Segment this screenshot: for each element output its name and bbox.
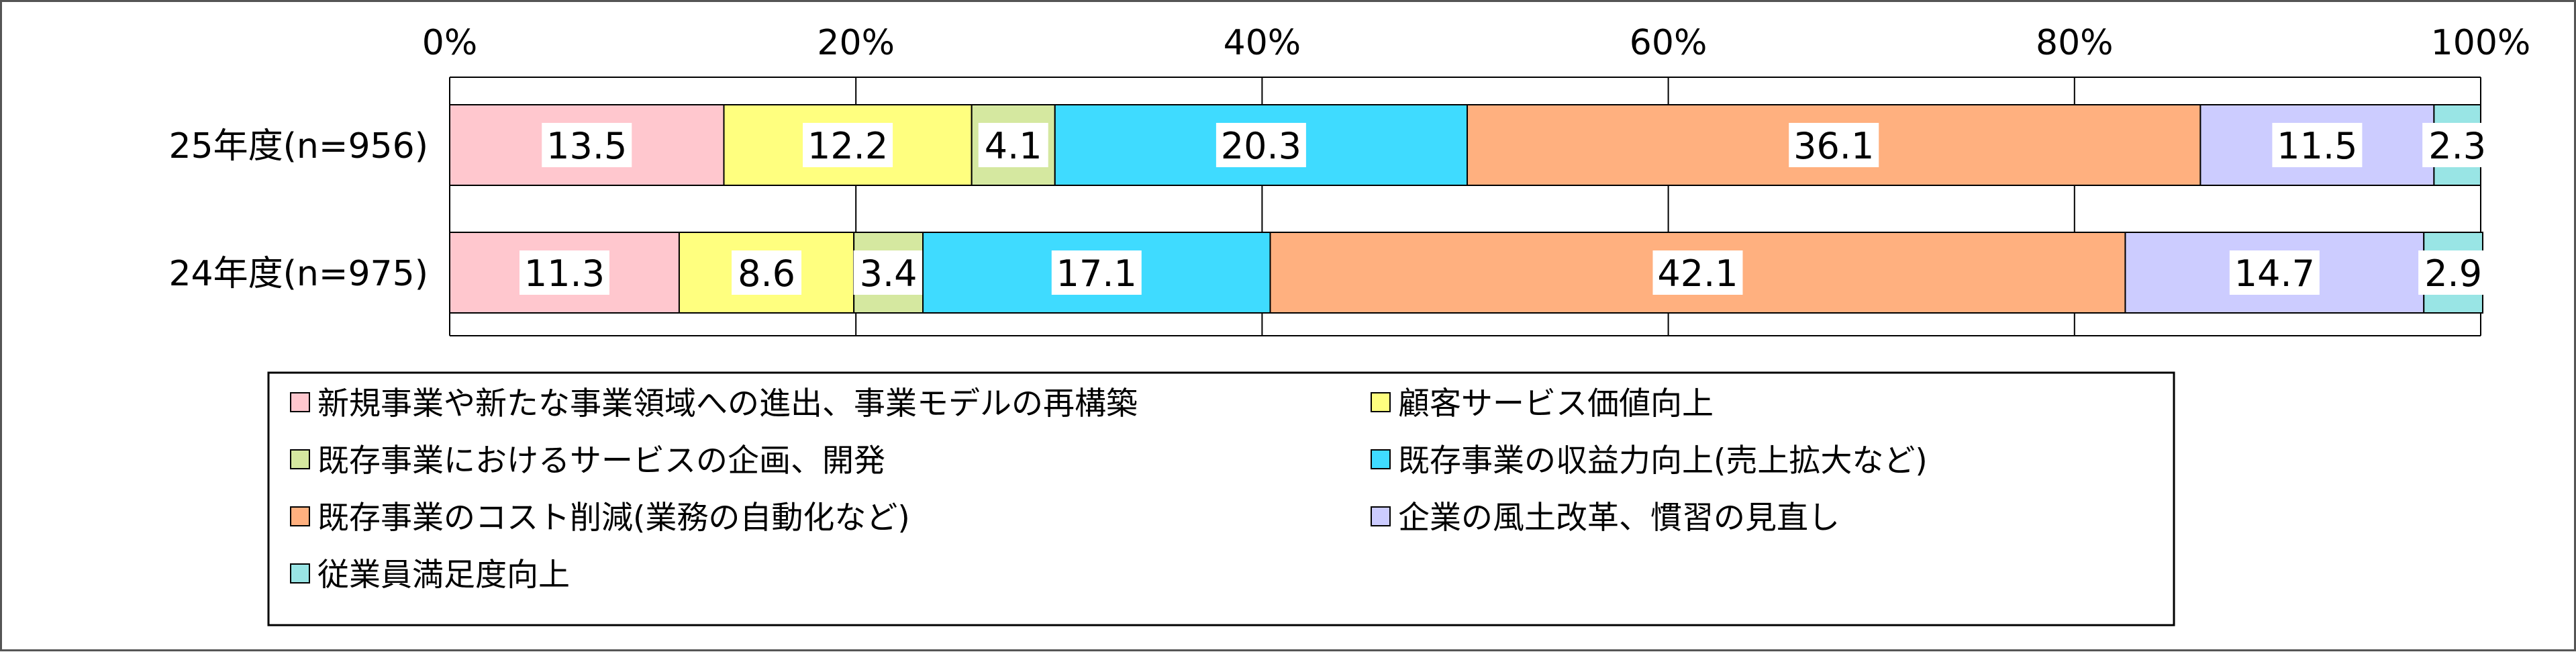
data-label: 2.9 bbox=[2424, 252, 2482, 295]
data-label: 8.6 bbox=[738, 252, 795, 295]
category-label: 25年度(n=956) bbox=[168, 126, 428, 167]
data-label: 17.1 bbox=[1056, 252, 1137, 295]
legend-label: 顧客サービス価値向上 bbox=[1398, 385, 1714, 422]
data-label-background bbox=[1652, 250, 1743, 295]
data-label-background bbox=[803, 123, 893, 167]
data-label: 36.1 bbox=[1793, 125, 1874, 167]
axes: 0% 20% 40% 60% 80% 100% 25年度(n=956) 24年度(n=975) bbox=[168, 23, 2530, 336]
category-label: 24年度(n=975) bbox=[168, 254, 428, 294]
legend-label: 既存事業におけるサービスの企画、開発 bbox=[317, 443, 885, 479]
data-label: 11.3 bbox=[524, 252, 605, 295]
data-label-background bbox=[1051, 250, 1142, 295]
legend: 新規事業や新たな事業領域への進出、事業モデルの再構築 顧客サービス価値向上既存事業… bbox=[267, 371, 2175, 626]
data-label: 13.5 bbox=[546, 125, 627, 167]
x-tick-label: 0% bbox=[422, 23, 478, 63]
legend-swatch bbox=[290, 449, 310, 469]
legend-swatch bbox=[290, 506, 310, 526]
data-label: 14.7 bbox=[2234, 252, 2315, 295]
data-label-background bbox=[732, 250, 802, 295]
data-label: 4.1 bbox=[985, 125, 1042, 167]
data-label-background bbox=[2272, 123, 2363, 167]
legend-label: 新規事業や新たな事業領域への進出、事業モデルの再構築 bbox=[317, 385, 1138, 422]
data-label: 42.1 bbox=[1657, 252, 1738, 295]
legend-swatch bbox=[1371, 392, 1391, 412]
bars: 13.5 12.2 4.1 20.3 36.1 11.5 2.3 11.3 8.6 3.4 17.1… bbox=[449, 104, 2493, 314]
legend-swatch bbox=[290, 392, 310, 412]
data-label: 11.5 bbox=[2277, 125, 2357, 167]
legend-label: 企業の風土改革、慣習の見直し bbox=[1398, 500, 1840, 537]
data-label: 12.2 bbox=[807, 125, 888, 167]
legend-swatch bbox=[290, 563, 310, 584]
data-label-background bbox=[1216, 123, 1306, 167]
data-label-background bbox=[853, 250, 924, 295]
x-tick-label: 40% bbox=[1224, 23, 1301, 63]
data-label-background bbox=[542, 123, 632, 167]
legend-label: 従業員満足度向上 bbox=[317, 557, 570, 594]
data-label-background bbox=[978, 123, 1048, 167]
data-label-background bbox=[2422, 123, 2493, 167]
x-tick-label: 60% bbox=[1630, 23, 1707, 63]
data-label: 20.3 bbox=[1221, 125, 1301, 167]
legend-box bbox=[267, 371, 2175, 626]
bar-segment bbox=[449, 104, 725, 186]
data-label: 2.3 bbox=[2428, 125, 2486, 167]
legend-label: 既存事業のコスト削減(業務の自動化など) bbox=[317, 500, 910, 537]
data-label-background bbox=[2418, 250, 2489, 295]
legend-label: 既存事業の収益力向上(売上拡大など) bbox=[1398, 443, 1928, 479]
legend-swatch bbox=[1371, 449, 1391, 469]
x-tick-label: 20% bbox=[817, 23, 895, 63]
data-label-background bbox=[1789, 123, 1879, 167]
x-tick-label: 100% bbox=[2431, 23, 2531, 63]
data-label-background bbox=[519, 250, 609, 295]
data-label: 3.4 bbox=[860, 252, 918, 295]
data-label-background bbox=[2229, 250, 2320, 295]
x-tick-label: 80% bbox=[2036, 23, 2114, 63]
bar-segment bbox=[2199, 104, 2435, 186]
legend-swatch bbox=[1371, 506, 1391, 526]
